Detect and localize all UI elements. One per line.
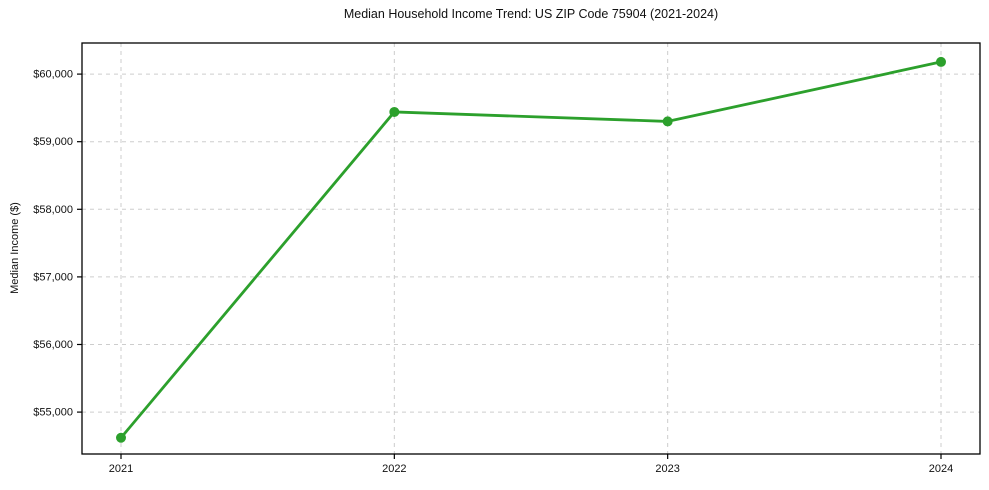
y-tick-label: $60,000 — [33, 69, 73, 81]
axes-spines — [81, 42, 981, 455]
x-tick-label: 2024 — [929, 463, 953, 475]
data-point-2024 — [936, 56, 946, 67]
y-tick-label: $56,000 — [33, 339, 73, 351]
income-trend-line — [119, 60, 943, 440]
x-tick-label: 2021 — [109, 463, 133, 475]
y-tick-label: $58,000 — [33, 204, 73, 216]
y-tick-label: $55,000 — [33, 407, 73, 419]
data-point-2021 — [116, 432, 126, 443]
x-tick-label: 2023 — [655, 463, 679, 475]
y-tick-label: $57,000 — [33, 271, 73, 283]
y-tick-label: $59,000 — [33, 136, 73, 148]
data-point-2022 — [389, 106, 400, 117]
data-point-2023 — [662, 116, 673, 127]
x-tick-label: 2022 — [382, 463, 406, 475]
chart-title: Median Household Income Trend: US ZIP Co… — [343, 7, 719, 21]
